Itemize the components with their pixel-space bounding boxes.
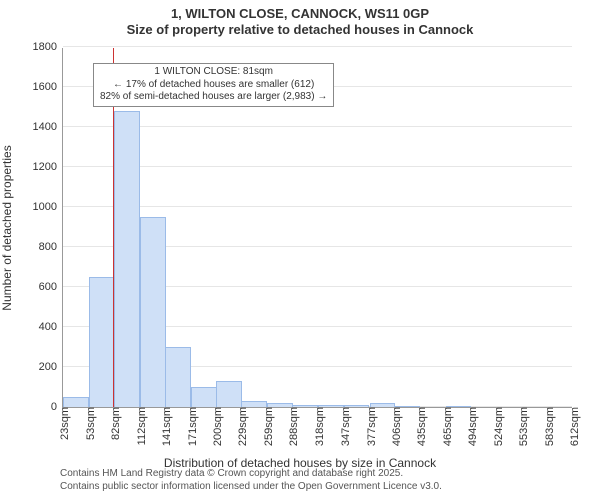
histogram-bar [292,405,318,407]
x-tick-label: 112sqm [132,407,148,445]
x-tick-label: 553sqm [514,407,530,446]
histogram-bar [344,405,370,407]
x-tick-label: 200sqm [208,407,224,446]
x-tick-label: 583sqm [540,407,556,446]
y-tick-label: 600 [39,281,63,293]
y-tick-label: 1600 [33,81,63,93]
histogram-bar [140,217,166,407]
histogram-bar [446,406,472,407]
x-tick-label: 171sqm [183,407,199,446]
y-tick-label: 400 [39,321,63,333]
plot-area: 02004006008001000120014001600180023sqm53… [62,48,572,408]
x-tick-label: 141sqm [157,407,173,446]
x-tick-label: 465sqm [438,407,454,446]
x-tick-label: 288sqm [284,407,300,446]
y-tick-label: 1800 [33,41,63,53]
x-tick-label: 82sqm [106,407,122,440]
histogram-bar [165,347,191,407]
histogram-bar [267,403,293,407]
chart-root: 1, WILTON CLOSE, CANNOCK, WS11 0GP Size … [0,0,600,500]
histogram-bar [216,381,242,407]
gridline [63,46,572,47]
annotation-box: 1 WILTON CLOSE: 81sqm ← 17% of detached … [93,63,334,107]
annotation-line-3: 82% of semi-detached houses are larger (… [100,91,327,104]
x-tick-label: 23sqm [55,407,71,440]
y-tick-label: 1200 [33,161,63,173]
x-tick-label: 406sqm [387,407,403,446]
x-tick-label: 377sqm [362,407,378,446]
chart-title: 1, WILTON CLOSE, CANNOCK, WS11 0GP Size … [0,6,600,39]
x-tick-label: 524sqm [489,407,505,446]
y-tick-label: 1000 [33,201,63,213]
x-tick-label: 347sqm [336,407,352,446]
histogram-bar [191,387,217,407]
y-tick-label: 1400 [33,121,63,133]
histogram-bar [63,397,89,407]
x-tick-label: 318sqm [310,407,326,446]
footer-line-2: Contains public sector information licen… [60,481,600,494]
histogram-bar [318,405,344,407]
histogram-bar [114,111,140,407]
x-tick-label: 229sqm [233,407,249,446]
x-tick-label: 435sqm [412,407,428,446]
y-axis-label: Number of detached properties [0,145,14,310]
histogram-bar [241,401,267,407]
histogram-bar [89,277,115,407]
annotation-line-2: ← 17% of detached houses are smaller (61… [100,79,327,92]
footer-line-1: Contains HM Land Registry data © Crown c… [60,468,600,481]
histogram-bar [395,406,421,407]
x-tick-label: 53sqm [81,407,97,440]
x-tick-label: 494sqm [463,407,479,446]
title-line-1: 1, WILTON CLOSE, CANNOCK, WS11 0GP [0,6,600,22]
y-tick-label: 200 [39,361,63,373]
y-tick-label: 800 [39,241,63,253]
x-tick-label: 259sqm [259,407,275,446]
title-line-2: Size of property relative to detached ho… [0,22,600,38]
x-tick-label: 612sqm [565,407,581,446]
annotation-line-1: 1 WILTON CLOSE: 81sqm [100,66,327,79]
footer-note: Contains HM Land Registry data © Crown c… [0,468,600,493]
histogram-bar [370,403,396,407]
